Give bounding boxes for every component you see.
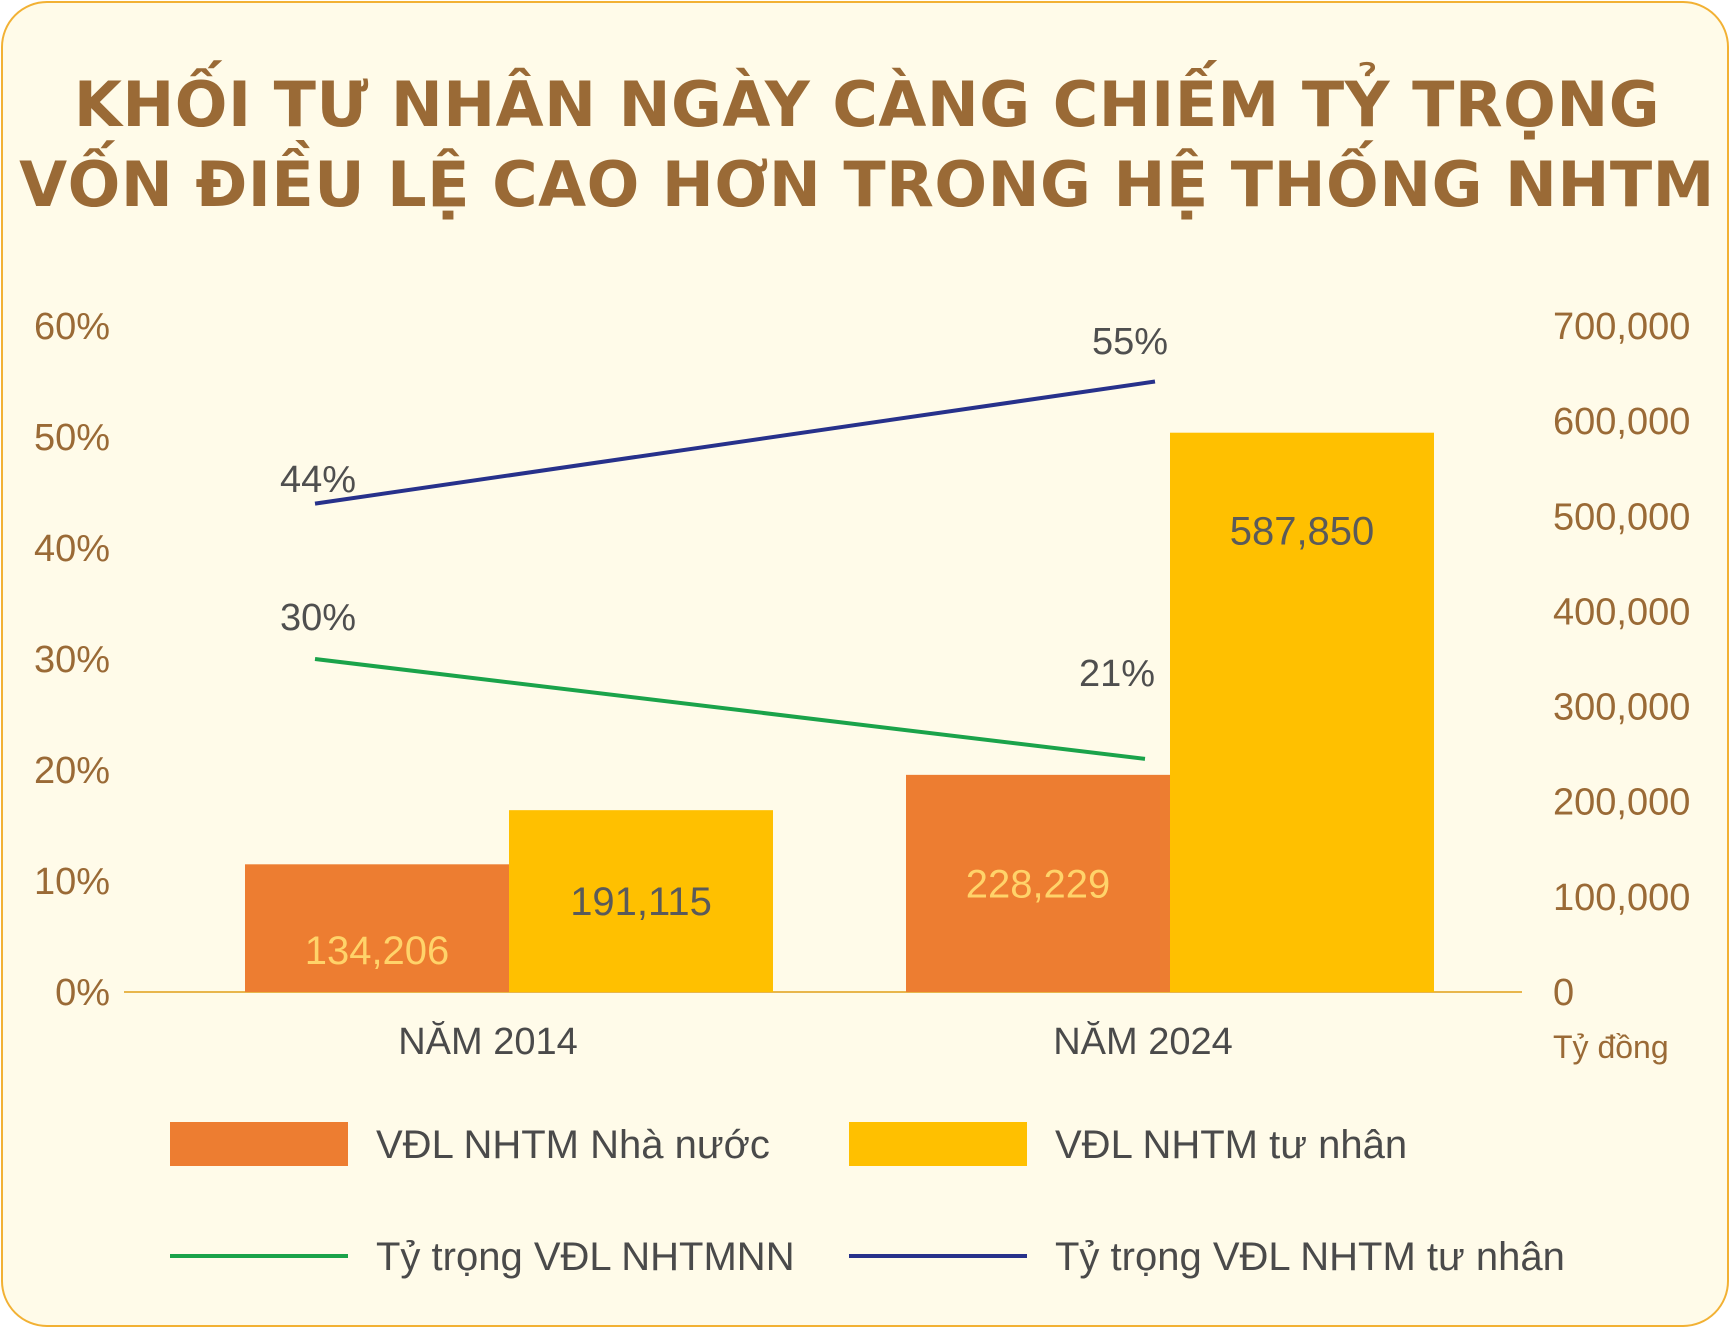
line-value-label: 44% — [280, 459, 356, 501]
y-right-tick-label: 0 — [1553, 972, 1574, 1014]
y-left-tick-label: 60% — [34, 306, 110, 348]
line-series-state-share — [314, 657, 1146, 761]
y-right-unit-label: Tỷ đồng — [1553, 1029, 1669, 1065]
y-left-tick-label: 50% — [34, 417, 110, 459]
legend-label: Tỷ trọng VĐL NHTMNN — [376, 1235, 795, 1279]
legend-swatch — [170, 1122, 348, 1166]
line-value-label: 30% — [280, 597, 356, 639]
bar-private — [509, 810, 773, 992]
y-right-tick-label: 300,000 — [1553, 687, 1690, 729]
line-value-label: 55% — [1092, 321, 1168, 363]
chart-title-line-2: VỐN ĐIỀU LỆ CAO HƠN TRONG HỆ THỐNG NHTM — [19, 148, 1715, 221]
line-series-private-share — [314, 379, 1156, 506]
bar-state — [245, 864, 509, 992]
chart-title-line-1: KHỐI TƯ NHÂN NGÀY CÀNG CHIẾM TỶ TRỌNG — [73, 68, 1661, 141]
legend-swatch — [849, 1122, 1027, 1166]
x-category-label: NĂM 2024 — [1053, 1020, 1233, 1063]
y-left-tick-label: 30% — [34, 639, 110, 681]
line-value-label: 21% — [1079, 653, 1155, 695]
legend-label: VĐL NHTM tư nhân — [1055, 1123, 1407, 1167]
y-left-tick-label: 20% — [34, 750, 110, 792]
bar-value-label: 134,206 — [305, 929, 450, 973]
y-right-tick-label: 400,000 — [1553, 591, 1690, 633]
bar-private — [1170, 432, 1434, 992]
bar-value-label: 191,115 — [570, 880, 712, 924]
bar-value-label: 587,850 — [1230, 510, 1375, 554]
y-right-tick-label: 100,000 — [1553, 877, 1690, 919]
y-right-tick-label: 200,000 — [1553, 782, 1690, 824]
legend-label: Tỷ trọng VĐL NHTM tư nhân — [1055, 1235, 1565, 1279]
legend-label: VĐL NHTM Nhà nước — [376, 1123, 770, 1167]
y-right-tick-label: 700,000 — [1553, 306, 1690, 348]
y-left-tick-label: 40% — [34, 528, 110, 570]
y-left-tick-label: 10% — [34, 861, 110, 903]
bar-value-label: 228,229 — [966, 862, 1111, 906]
bar-state — [906, 774, 1170, 992]
y-left-tick-label: 0% — [55, 972, 110, 1014]
y-right-tick-label: 500,000 — [1553, 496, 1690, 538]
x-category-label: NĂM 2014 — [398, 1020, 578, 1063]
y-right-tick-label: 600,000 — [1553, 401, 1690, 443]
